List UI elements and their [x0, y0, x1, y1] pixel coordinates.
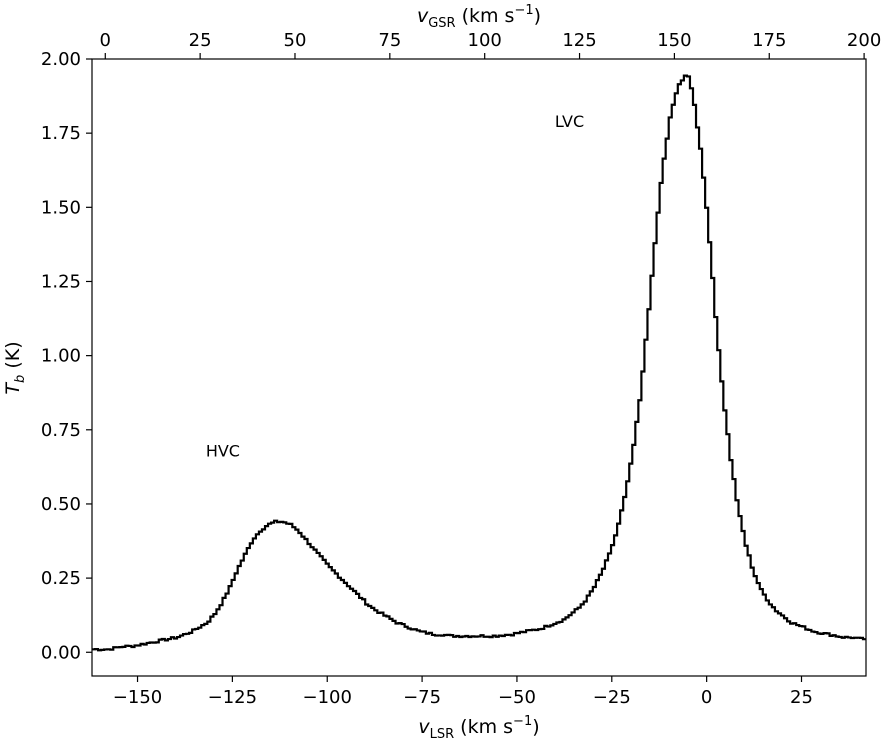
y-tick-label: 0.50	[41, 494, 81, 515]
x2-tick-label: 150	[657, 30, 691, 51]
x-tick-label: 0	[701, 687, 712, 708]
y-tick-label: 0.25	[41, 568, 81, 589]
y-tick-label: 2.00	[41, 49, 81, 70]
top-axis: 0 25 50 75 100 125 150 175 200	[100, 30, 881, 59]
x2-tick-label: 125	[562, 30, 596, 51]
x-tick-label: −125	[208, 687, 257, 708]
x-tick-label: −75	[403, 687, 441, 708]
y-tick-label: 1.75	[41, 123, 81, 144]
x2-tick-label: 50	[284, 30, 307, 51]
plot-line-layer	[92, 74, 866, 652]
x2-tick-label: 100	[468, 30, 502, 51]
plot-frame	[91, 58, 867, 677]
x-tick-label: 25	[790, 687, 813, 708]
x-tick-label: −50	[498, 687, 536, 708]
y-tick-label: 0.75	[41, 420, 81, 441]
x2-tick-label: 25	[189, 30, 212, 51]
annotation-hvc: HVC	[206, 441, 240, 460]
y-tick-label: 1.50	[41, 197, 81, 218]
x2-tick-label: 0	[100, 30, 111, 51]
x-tick-label: −25	[593, 687, 631, 708]
x-axis-label: vLSR (km s−1)	[418, 714, 539, 741]
x2-tick-label: 175	[752, 30, 786, 51]
annotation-layer: HVC LVC	[206, 112, 584, 460]
left-axis: 0.00 0.25 0.50 0.75 1.00 1.25 1.50 1.75 2.00	[41, 49, 92, 663]
x2-tick-label: 200	[847, 30, 881, 51]
y-axis-label: Tb (K)	[2, 341, 28, 394]
x2-axis-label: vGSR (km s−1)	[417, 3, 541, 31]
x-tick-label: −150	[113, 687, 162, 708]
annotation-lvc: LVC	[555, 112, 584, 131]
bottom-axis: −150 −125 −100 −75 −50 −25 0 25	[113, 676, 813, 708]
spectrum-step-line	[92, 74, 866, 652]
y-tick-label: 1.25	[41, 271, 81, 292]
y-tick-label: 0.00	[41, 642, 81, 663]
x-tick-label: −100	[303, 687, 352, 708]
x2-tick-label: 75	[378, 30, 401, 51]
y-tick-label: 1.00	[41, 346, 81, 367]
